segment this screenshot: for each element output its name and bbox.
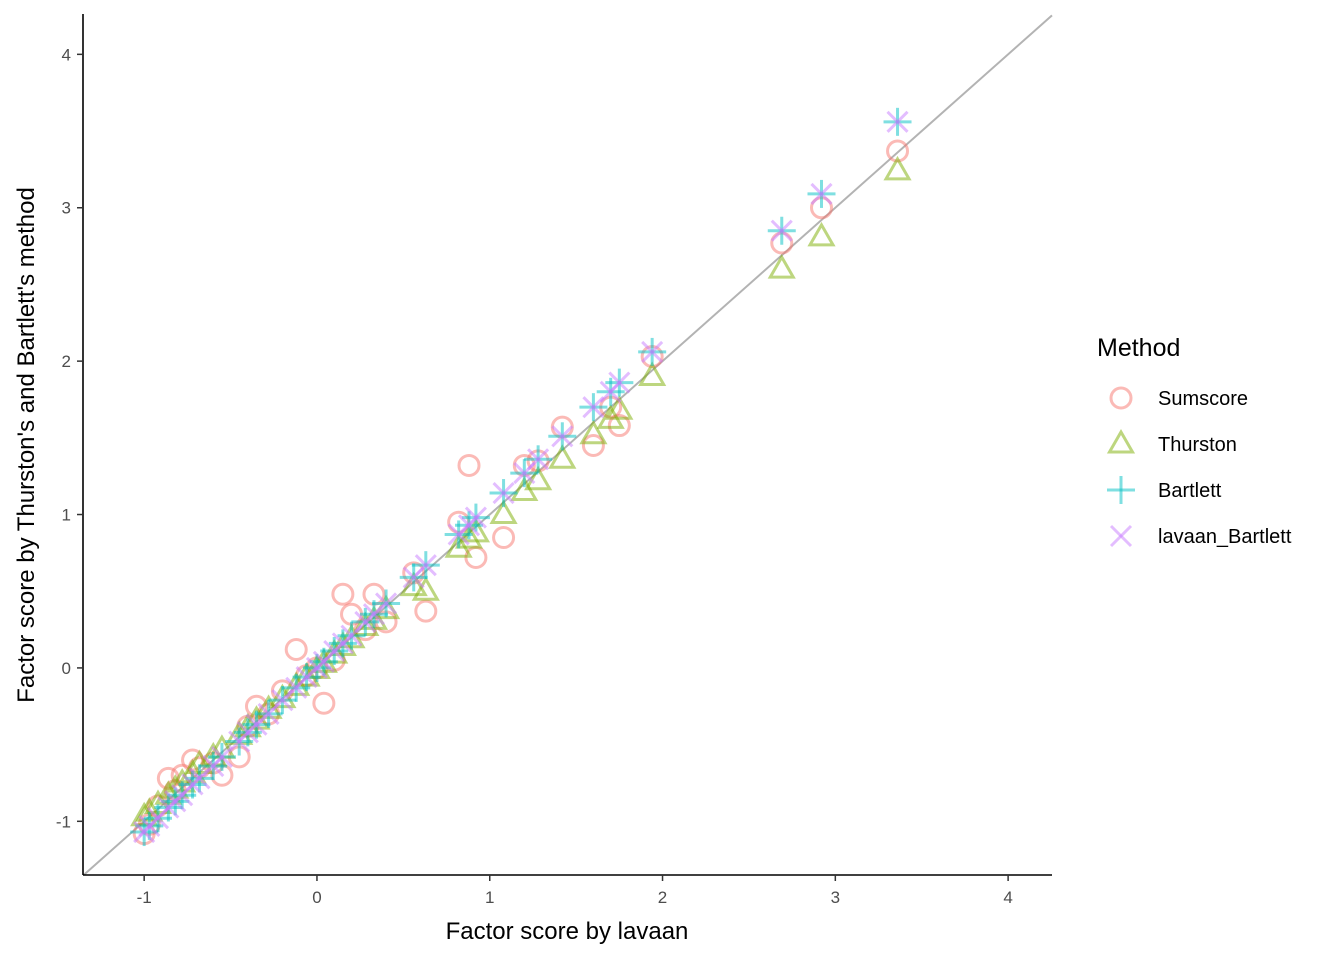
point-thurston [883,155,912,181]
point-thurston [548,444,577,469]
legend-key-cross-icon [1109,524,1133,548]
point-sumscore [414,599,438,623]
x-axis-label: Factor score by lavaan [446,918,689,945]
legend-item: Thurston [1106,428,1237,456]
legend-label: lavaan_Bartlett [1158,526,1292,548]
point-thurston [489,499,518,525]
x-tick-label: -1 [137,888,152,907]
legend-title: Method [1097,334,1180,362]
point-sumscore [457,453,481,477]
axis-ticks: -1 0 1 2 3 4 -1 0 1 2 3 4 [56,45,1013,907]
point-thurston [579,419,608,445]
point-lavaan-bartlett [551,425,574,448]
point-lavaan-bartlett [464,506,487,529]
point-lavaan-bartlett [375,592,398,615]
legend: Method Sumscore Thurston Bartlett lavaan_Ba… [1097,334,1292,548]
legend-item: Sumscore [1109,386,1248,410]
y-tick-label: 4 [62,45,71,64]
point-lavaan-bartlett [492,481,515,505]
legend-key-circle-icon [1109,386,1133,410]
point-thurston [411,576,440,601]
y-tick-label: 0 [62,659,71,678]
point-sumscore [284,638,308,662]
point-sumscore [581,433,605,457]
point-thurston [767,254,796,279]
legend-label: Bartlett [1158,480,1222,502]
point-sumscore [312,691,336,715]
point-lavaan-bartlett [886,110,909,133]
point-thurston [524,465,553,491]
y-tick-label: 3 [62,199,71,218]
y-axis-label: Factor score by Thurston's and Bartlett'… [13,187,40,703]
point-thurston [605,395,634,420]
point-sumscore [331,582,355,606]
plot-marks [83,14,1053,876]
point-lavaan-bartlett [527,448,550,471]
x-tick-label: 4 [1003,888,1012,907]
legend-item: lavaan_Bartlett [1109,524,1292,548]
y-tick-label: -1 [56,812,71,831]
point-lavaan-bartlett [810,182,833,205]
point-sumscore [492,526,516,550]
point-lavaan-bartlett [608,371,631,394]
legend-key-triangle-icon [1106,428,1136,454]
x-tick-label: 1 [485,888,494,907]
x-tick-label: 0 [312,888,321,907]
point-thurston [638,361,667,386]
x-tick-label: 3 [831,888,840,907]
legend-item: Bartlett [1107,476,1222,504]
y-tick-label: 2 [62,352,71,371]
point-lavaan-bartlett [414,554,437,577]
point-thurston [807,221,836,247]
legend-label: Sumscore [1158,388,1248,410]
x-tick-label: 2 [658,888,667,907]
y-tick-label: 1 [62,506,71,525]
point-sumscore [607,414,631,438]
point-lavaan-bartlett [641,340,664,363]
point-lavaan-bartlett [770,219,793,242]
legend-label: Thurston [1158,434,1237,456]
legend-key-plus-icon [1107,476,1135,504]
